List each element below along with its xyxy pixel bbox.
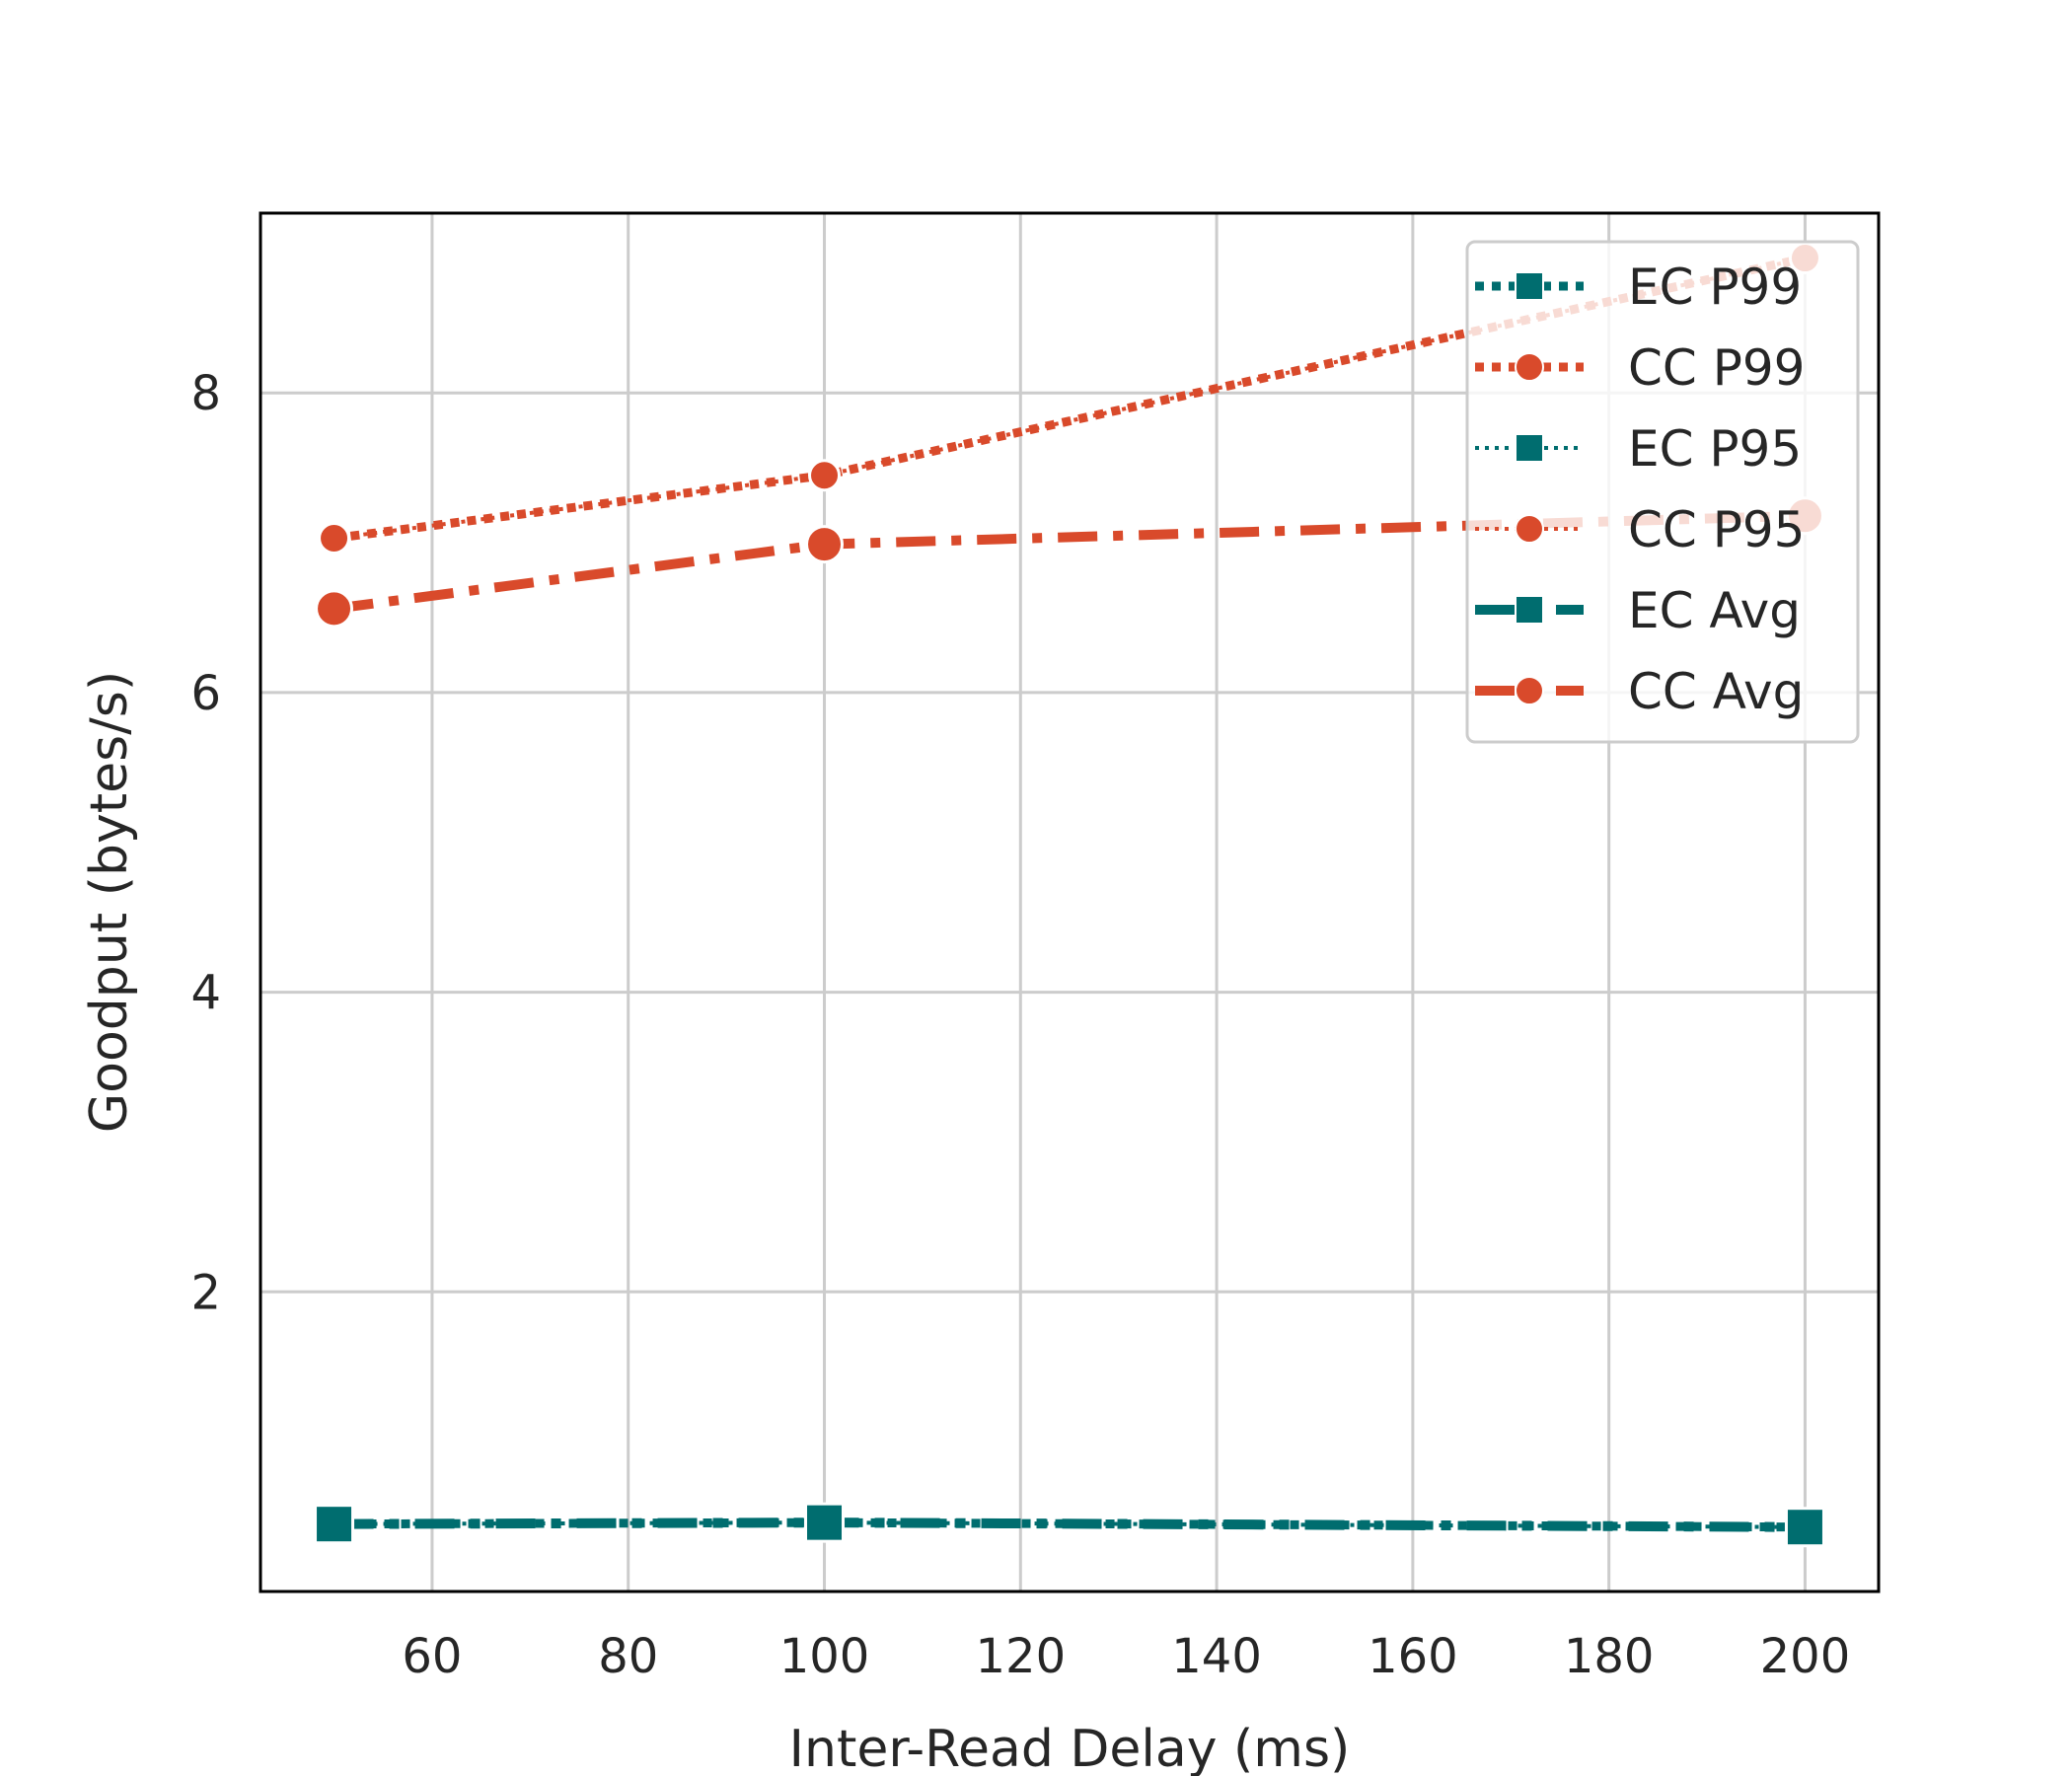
legend: EC P99 CC P99 EC P95 CC P95 EC Avg CC Avg xyxy=(1465,240,1860,744)
legend-label: CC Avg xyxy=(1628,663,1804,720)
legend-swatch-marker xyxy=(1515,676,1544,705)
x-tick-label: 200 xyxy=(1760,1629,1851,1684)
legend-item: EC P99 xyxy=(1475,259,1802,316)
x-tick-label: 140 xyxy=(1171,1629,1262,1684)
plot-frame xyxy=(259,211,1881,1593)
legend-swatch-marker xyxy=(1515,352,1544,382)
y-tick-label: 6 xyxy=(190,666,221,721)
legend-swatch-marker xyxy=(1515,433,1544,463)
legend-item: CC P95 xyxy=(1475,501,1806,558)
legend-label: EC P95 xyxy=(1628,420,1802,478)
x-tick-label: 60 xyxy=(402,1629,462,1684)
data-point xyxy=(318,522,351,555)
legend-label: CC P99 xyxy=(1628,339,1806,397)
series-line xyxy=(333,1517,1806,1532)
data-point xyxy=(315,589,354,629)
data-point xyxy=(314,1504,355,1545)
x-tick-label: 100 xyxy=(779,1629,870,1684)
y-tick-labels: 2 4 6 8 xyxy=(190,366,221,1320)
legend-label: CC P95 xyxy=(1628,501,1806,558)
x-tick-label: 180 xyxy=(1564,1629,1655,1684)
data-point xyxy=(808,459,842,492)
legend-item: CC P99 xyxy=(1475,339,1806,397)
y-axis-label: Goodput (bytes/s) xyxy=(80,671,139,1133)
x-tick-label: 160 xyxy=(1368,1629,1458,1684)
data-point xyxy=(805,525,845,564)
legend-item: EC Avg xyxy=(1475,582,1801,639)
data-point xyxy=(1784,1507,1825,1548)
y-tick-label: 4 xyxy=(190,966,221,1021)
y-tick-label: 8 xyxy=(190,366,221,421)
x-tick-label: 120 xyxy=(975,1629,1066,1684)
y-tick-label: 2 xyxy=(190,1265,221,1320)
legend-swatch-marker xyxy=(1515,271,1544,301)
series-ec-avg xyxy=(314,1502,1825,1548)
legend-item: EC P95 xyxy=(1475,420,1802,478)
legend-swatch-marker xyxy=(1515,514,1544,544)
x-tick-labels: 60 80 100 120 140 160 180 200 xyxy=(402,1629,1850,1684)
x-axis-label: Inter-Read Delay (ms) xyxy=(789,1720,1351,1776)
legend-label: EC P99 xyxy=(1628,259,1802,316)
legend-item: CC Avg xyxy=(1475,663,1804,720)
x-tick-label: 80 xyxy=(598,1629,658,1684)
data-point xyxy=(804,1502,846,1543)
legend-label: EC Avg xyxy=(1628,582,1801,639)
legend-swatch-marker xyxy=(1515,595,1544,625)
